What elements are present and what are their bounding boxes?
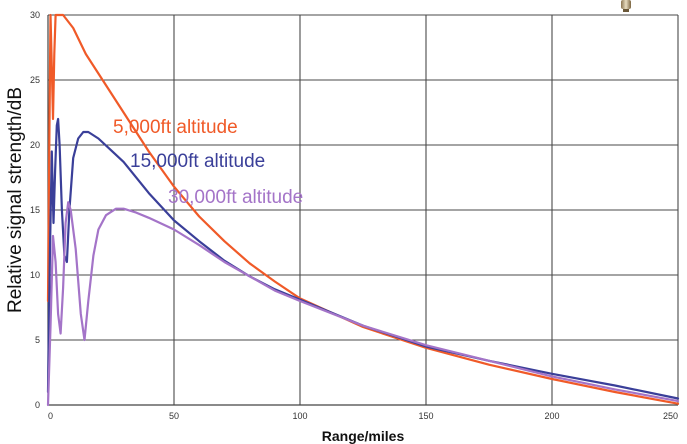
grid	[48, 14, 679, 405]
series-lines	[46, 13, 680, 407]
y-tick-label: 10	[30, 270, 40, 280]
y-tick-labels: 0 5 10 15 20 25 30	[30, 10, 40, 410]
x-tick-label: 250	[663, 411, 678, 421]
y-axis-label: Relative signal strength/dB	[5, 87, 26, 313]
series-label-5000ft: 5,000ft altitude	[113, 117, 238, 138]
x-axis-label: Range/miles	[322, 428, 405, 444]
x-tick-label: 100	[292, 411, 307, 421]
y-tick-label: 30	[30, 10, 40, 20]
x-tick-label: 50	[169, 411, 179, 421]
y-tick-label: 15	[30, 205, 40, 215]
y-tick-label: 5	[35, 335, 40, 345]
x-tick-labels: 0 50 100 150 200 250	[48, 411, 678, 421]
x-tick-label: 150	[418, 411, 433, 421]
series-label-15000ft: 15,000ft altitude	[130, 151, 265, 172]
y-tick-label: 25	[30, 75, 40, 85]
series-label-30000ft: 30,000ft altitude	[168, 187, 303, 208]
series-line-2	[46, 201, 680, 407]
y-tick-label: 20	[30, 140, 40, 150]
knob-decoration	[621, 0, 631, 12]
x-tick-label: 0	[48, 411, 53, 421]
y-tick-label: 0	[35, 400, 40, 410]
series-line-0	[46, 13, 680, 405]
x-tick-label: 200	[544, 411, 559, 421]
